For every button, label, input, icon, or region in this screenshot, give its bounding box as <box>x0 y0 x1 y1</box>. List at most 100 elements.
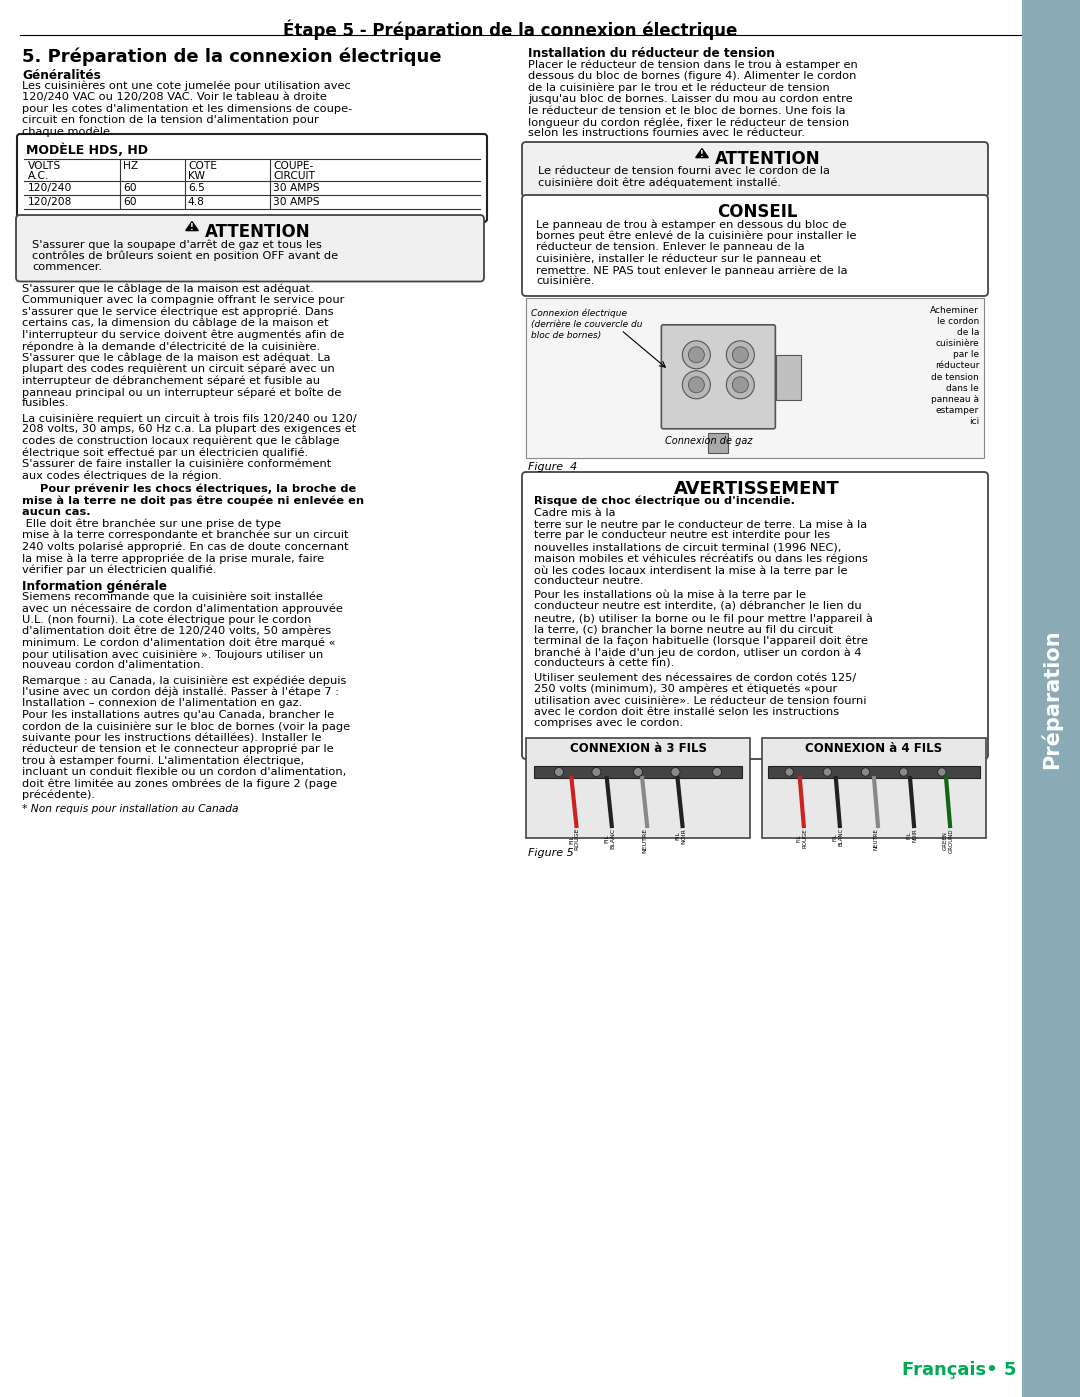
Text: 120/240: 120/240 <box>28 183 72 193</box>
Text: utilisation avec cuisinière». Le réducteur de tension fourni: utilisation avec cuisinière». Le réducte… <box>534 696 866 705</box>
Circle shape <box>713 767 721 777</box>
Text: terre sur le neutre par le conducteur de terre. La mise à la: terre sur le neutre par le conducteur de… <box>534 520 867 529</box>
Text: répondre à la demande d'électricité de la cuisinière.: répondre à la demande d'électricité de l… <box>22 341 320 352</box>
Bar <box>1022 0 1080 1397</box>
Text: 208 volts, 30 amps, 60 Hz c.a. La plupart des exigences et: 208 volts, 30 amps, 60 Hz c.a. La plupar… <box>22 425 356 434</box>
Text: KW: KW <box>188 170 205 182</box>
Text: jusqu'au bloc de bornes. Laisser du mou au cordon entre: jusqu'au bloc de bornes. Laisser du mou … <box>528 94 852 103</box>
Text: chaque modèle.: chaque modèle. <box>22 127 113 137</box>
Text: aux codes électriques de la région.: aux codes électriques de la région. <box>22 471 222 481</box>
Text: certains cas, la dimension du câblage de la maison et: certains cas, la dimension du câblage de… <box>22 319 328 328</box>
Bar <box>526 738 750 838</box>
Circle shape <box>785 768 794 777</box>
Text: 120/240 VAC ou 120/208 VAC. Voir le tableau à droite: 120/240 VAC ou 120/208 VAC. Voir le tabl… <box>22 92 327 102</box>
Bar <box>526 298 984 458</box>
Text: avec un nécessaire de cordon d'alimentation approuvée: avec un nécessaire de cordon d'alimentat… <box>22 604 342 613</box>
Text: aucun cas.: aucun cas. <box>22 507 91 517</box>
Text: FIL
ROUGE: FIL ROUGE <box>569 828 580 851</box>
Text: codes de construction locaux requièrent que le câblage: codes de construction locaux requièrent … <box>22 436 339 447</box>
Text: fusibles.: fusibles. <box>22 398 69 408</box>
Text: S'assurer de faire installer la cuisinière conformément: S'assurer de faire installer la cuisiniè… <box>22 460 332 469</box>
Text: Les cuisinières ont une cote jumelée pour utilisation avec: Les cuisinières ont une cote jumelée pou… <box>22 81 351 91</box>
Text: ATTENTION: ATTENTION <box>715 149 821 168</box>
Text: MODÈLE HDS, HD: MODÈLE HDS, HD <box>26 142 148 156</box>
Bar <box>534 766 742 778</box>
Text: conducteur neutre est interdite, (a) débrancher le lien du: conducteur neutre est interdite, (a) déb… <box>534 602 862 612</box>
Text: FIL
ROUGE: FIL ROUGE <box>796 828 807 848</box>
FancyBboxPatch shape <box>522 472 988 759</box>
Circle shape <box>634 767 643 777</box>
Text: !: ! <box>190 224 194 232</box>
Text: Étape 5 - Préparation de la connexion électrique: Étape 5 - Préparation de la connexion él… <box>283 20 738 39</box>
Text: circuit en fonction de la tension d'alimentation pour: circuit en fonction de la tension d'alim… <box>22 115 319 124</box>
Text: !: ! <box>700 149 704 159</box>
Text: GREEN
GROUND: GREEN GROUND <box>943 828 954 852</box>
Text: Figure  4: Figure 4 <box>528 462 577 472</box>
Text: panneau principal ou un interrupteur séparé et boîte de: panneau principal ou un interrupteur sép… <box>22 387 341 398</box>
Text: ATTENTION: ATTENTION <box>205 224 311 242</box>
Text: S'assurer que la soupape d'arrêt de gaz et tous les: S'assurer que la soupape d'arrêt de gaz … <box>32 239 322 250</box>
Text: CONSEIL: CONSEIL <box>717 203 797 221</box>
Text: minimum. Le cordon d'alimentation doit être marqué «: minimum. Le cordon d'alimentation doit ê… <box>22 637 336 648</box>
Text: 250 volts (minimum), 30 ampères et étiquetés «pour: 250 volts (minimum), 30 ampères et étiqu… <box>534 685 837 694</box>
Text: La cuisinière requiert un circuit à trois fils 120/240 ou 120/: La cuisinière requiert un circuit à troi… <box>22 414 356 423</box>
Text: dessous du bloc de bornes (figure 4). Alimenter le cordon: dessous du bloc de bornes (figure 4). Al… <box>528 71 856 81</box>
Text: Préparation: Préparation <box>1040 629 1062 768</box>
Text: S'assurer que le câblage de la maison est adéquat. La: S'assurer que le câblage de la maison es… <box>22 352 330 363</box>
Text: Installation – connexion de l'alimentation en gaz.: Installation – connexion de l'alimentati… <box>22 698 302 708</box>
Text: 6.5: 6.5 <box>188 183 205 193</box>
Text: VOLTS: VOLTS <box>28 161 62 170</box>
Text: COUPE-: COUPE- <box>273 161 313 170</box>
Text: COTE: COTE <box>188 161 217 170</box>
Text: cuisinière.: cuisinière. <box>536 277 594 286</box>
Text: Siemens recommande que la cuisinière soit installée: Siemens recommande que la cuisinière soi… <box>22 591 323 602</box>
Text: Risque de choc électrique ou d'incendie.: Risque de choc électrique ou d'incendie. <box>534 496 795 507</box>
Text: HZ: HZ <box>123 161 138 170</box>
Text: Le réducteur de tension fourni avec le cordon de la: Le réducteur de tension fourni avec le c… <box>538 166 829 176</box>
Text: conducteurs à cette fin).: conducteurs à cette fin). <box>534 659 674 669</box>
Circle shape <box>727 341 754 369</box>
Text: neutre, (b) utiliser la borne ou le fil pour mettre l'appareil à: neutre, (b) utiliser la borne ou le fil … <box>534 613 873 623</box>
Text: Cadre mis à la: Cadre mis à la <box>534 507 616 517</box>
Text: cuisinière doit être adéquatement installé.: cuisinière doit être adéquatement instal… <box>538 177 781 189</box>
Text: 30 AMPS: 30 AMPS <box>273 197 320 207</box>
Text: 5. Préparation de la connexion électrique: 5. Préparation de la connexion électriqu… <box>22 47 442 66</box>
Text: doit être limitée au zones ombrées de la figure 2 (page: doit être limitée au zones ombrées de la… <box>22 778 337 789</box>
Text: électrique soit effectué par un électricien qualifié.: électrique soit effectué par un électric… <box>22 447 308 458</box>
FancyBboxPatch shape <box>522 196 988 296</box>
Text: trou à estamper fourni. L'alimentation électrique,: trou à estamper fourni. L'alimentation é… <box>22 756 305 766</box>
Text: branché à l'aide d'un jeu de cordon, utliser un cordon à 4: branché à l'aide d'un jeu de cordon, utl… <box>534 647 862 658</box>
Circle shape <box>688 377 704 393</box>
Text: cordon de la cuisinière sur le bloc de bornes (voir la page: cordon de la cuisinière sur le bloc de b… <box>22 721 350 732</box>
Circle shape <box>823 768 832 777</box>
Text: longueur du cordon réglée, fixer le réducteur de tension: longueur du cordon réglée, fixer le rédu… <box>528 117 849 127</box>
Text: pour les cotes d'alimentation et les dimensions de coupe-: pour les cotes d'alimentation et les dim… <box>22 103 352 113</box>
Circle shape <box>671 767 680 777</box>
Circle shape <box>592 767 600 777</box>
Text: réducteur de tension et le connecteur approprié par le: réducteur de tension et le connecteur ap… <box>22 745 334 754</box>
Text: comprises avec le cordon.: comprises avec le cordon. <box>534 718 684 728</box>
Text: l'usine avec un cordon déjà installé. Passer à l'étape 7 :: l'usine avec un cordon déjà installé. Pa… <box>22 686 339 697</box>
Bar <box>762 738 986 838</box>
Text: interrupteur de débranchement séparé et fusible au: interrupteur de débranchement séparé et … <box>22 376 320 386</box>
Text: Installation du réducteur de tension: Installation du réducteur de tension <box>528 47 774 60</box>
Text: FIL
BLANC: FIL BLANC <box>605 828 616 849</box>
Text: s'assurer que le service électrique est approprié. Dans: s'assurer que le service électrique est … <box>22 306 334 317</box>
Text: la terre, (c) brancher la borne neutre au fil du circuit: la terre, (c) brancher la borne neutre a… <box>534 624 833 634</box>
Text: Généralités: Généralités <box>22 68 100 82</box>
Text: NEUTRE: NEUTRE <box>874 828 878 849</box>
Text: Utiliser seulement des nécessaires de cordon cotés 125/: Utiliser seulement des nécessaires de co… <box>534 672 856 683</box>
Text: pour utilisation avec cuisinière ». Toujours utiliser un: pour utilisation avec cuisinière ». Touj… <box>22 650 323 659</box>
Bar <box>708 433 728 453</box>
Text: Pour prévenir les chocs électriques, la broche de: Pour prévenir les chocs électriques, la … <box>40 483 356 495</box>
Text: où les codes locaux interdisent la mise à la terre par le: où les codes locaux interdisent la mise … <box>534 564 848 576</box>
Text: de la cuisinière par le trou et le réducteur de tension: de la cuisinière par le trou et le réduc… <box>528 82 829 94</box>
Text: Connexion électrique
(derrière le couvercle du
bloc de bornes): Connexion électrique (derrière le couver… <box>531 307 643 339</box>
Text: l'interrupteur du service doivent être augmentés afin de: l'interrupteur du service doivent être a… <box>22 330 345 339</box>
Text: U.L. (non fourni). La cote électrique pour le cordon: U.L. (non fourni). La cote électrique po… <box>22 615 311 624</box>
Text: AVERTISSEMENT: AVERTISSEMENT <box>674 481 840 497</box>
Text: Pour les installations autres qu'au Canada, brancher le: Pour les installations autres qu'au Cana… <box>22 710 334 719</box>
Circle shape <box>900 768 908 777</box>
Text: Pour les installations où la mise à la terre par le: Pour les installations où la mise à la t… <box>534 590 806 601</box>
Text: suivante pour les instructions détaillées). Installer le: suivante pour les instructions détaillée… <box>22 732 322 743</box>
